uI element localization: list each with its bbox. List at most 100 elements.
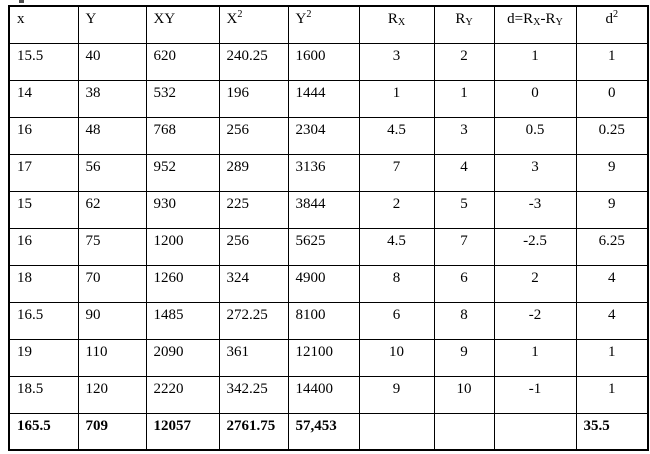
totals-cell — [493, 412, 577, 451]
table-cell: 2090 — [145, 338, 220, 377]
table-cell: 1444 — [287, 79, 360, 118]
totals-cell — [358, 412, 435, 451]
table-cell: 10 — [433, 375, 495, 414]
table-cell: 1 — [575, 338, 649, 377]
table-cell: 16.5 — [8, 301, 79, 340]
table-cell: 120 — [77, 375, 147, 414]
table-cell: 16 — [8, 227, 79, 266]
table-row: 18.5 120 2220 342.25 14400 9 10 -1 1 — [8, 375, 649, 414]
column-header: RX — [358, 5, 435, 44]
table-cell: 1485 — [145, 301, 220, 340]
table-cell: 4 — [433, 153, 495, 192]
table-cell: 0.25 — [575, 116, 649, 155]
table-cell: 532 — [145, 79, 220, 118]
table-row: 16.5 90 1485 272.25 8100 6 8 -2 4 — [8, 301, 649, 340]
table-cell: 620 — [145, 42, 220, 81]
table-row: 19 110 2090 361 12100 10 9 1 1 — [8, 338, 649, 377]
table-cell: 2 — [358, 190, 435, 229]
table-cell: 15.5 — [8, 42, 79, 81]
table-cell: 5625 — [287, 227, 360, 266]
table-row: 18 70 1260 324 4900 8 6 2 4 — [8, 264, 649, 303]
totals-cell — [433, 412, 495, 451]
table-cell: 2 — [433, 42, 495, 81]
table-row: 16 75 1200 256 5625 4.5 7 -2.5 6.25 — [8, 227, 649, 266]
table-cell: 38 — [77, 79, 147, 118]
table-cell: 930 — [145, 190, 220, 229]
table-cell: 1 — [575, 42, 649, 81]
table-body: 15.5 40 620 240.25 1600 3 2 1 1 14 38 532 196 1444 1 1 0… — [8, 42, 649, 451]
table-cell: 10 — [358, 338, 435, 377]
table-cell: 4 — [575, 264, 649, 303]
table-cell: 110 — [77, 338, 147, 377]
table-cell: 272.25 — [218, 301, 289, 340]
table-cell: 75 — [77, 227, 147, 266]
table-cell: 9 — [575, 153, 649, 192]
table-cell: 324 — [218, 264, 289, 303]
table-header-row: x Y XY X2 Y2 RX RY d=RX-RY d2 — [8, 5, 649, 44]
table-cell: 0.5 — [493, 116, 577, 155]
table-cell: 90 — [77, 301, 147, 340]
column-header: x — [8, 5, 79, 44]
table-cell: 0 — [575, 79, 649, 118]
totals-cell: 35.5 — [575, 412, 649, 451]
table-row: 15 62 930 225 3844 2 5 -3 9 — [8, 190, 649, 229]
totals-row: 165.5 709 12057 2761.75 57,453 35.5 — [8, 412, 649, 451]
table-cell: 8 — [433, 301, 495, 340]
table-cell: 62 — [77, 190, 147, 229]
table-cell: 15 — [8, 190, 79, 229]
table-cell: 4.5 — [358, 116, 435, 155]
rank-correlation-table: x Y XY X2 Y2 RX RY d=RX-RY d2 15.5 40 620 240.25 160… — [8, 5, 649, 451]
table-cell: 240.25 — [218, 42, 289, 81]
table-cell: 17 — [8, 153, 79, 192]
table-cell: 6.25 — [575, 227, 649, 266]
table-row: 14 38 532 196 1444 1 1 0 0 — [8, 79, 649, 118]
table-cell: 1 — [493, 338, 577, 377]
table-cell: 14 — [8, 79, 79, 118]
table-cell: 3 — [433, 116, 495, 155]
table-cell: 6 — [433, 264, 495, 303]
table-cell: 18 — [8, 264, 79, 303]
table-cell: 1260 — [145, 264, 220, 303]
table-row: 15.5 40 620 240.25 1600 3 2 1 1 — [8, 42, 649, 81]
totals-cell: 12057 — [145, 412, 220, 451]
table-cell: 9 — [358, 375, 435, 414]
table-cell: 768 — [145, 116, 220, 155]
table-cell: 1 — [575, 375, 649, 414]
table-cell: 2 — [493, 264, 577, 303]
table-cell: 5 — [433, 190, 495, 229]
table-cell: 342.25 — [218, 375, 289, 414]
column-header: d=RX-RY — [493, 5, 577, 44]
table-cell: 7 — [433, 227, 495, 266]
table-cell: -2 — [493, 301, 577, 340]
table-cell: 3844 — [287, 190, 360, 229]
table-cell: 48 — [77, 116, 147, 155]
column-header: d2 — [575, 5, 649, 44]
table-cell: 40 — [77, 42, 147, 81]
header-row: x Y XY X2 Y2 RX RY d=RX-RY d2 — [8, 5, 649, 44]
table-cell: -3 — [493, 190, 577, 229]
table-cell: 8100 — [287, 301, 360, 340]
totals-cell: 57,453 — [287, 412, 360, 451]
table-cell: 6 — [358, 301, 435, 340]
table-cell: 18.5 — [8, 375, 79, 414]
table-cell: 4900 — [287, 264, 360, 303]
table-cell: 1600 — [287, 42, 360, 81]
table-row: 17 56 952 289 3136 7 4 3 9 — [8, 153, 649, 192]
table-cell: 4 — [575, 301, 649, 340]
table-cell: 2220 — [145, 375, 220, 414]
table-cell: 4.5 — [358, 227, 435, 266]
table-cell: 1 — [493, 42, 577, 81]
table-cell: 1 — [433, 79, 495, 118]
column-header: RY — [433, 5, 495, 44]
table-cell: 3 — [358, 42, 435, 81]
table-cell: 361 — [218, 338, 289, 377]
table-cell: 225 — [218, 190, 289, 229]
table-cell: 12100 — [287, 338, 360, 377]
table-cell: -2.5 — [493, 227, 577, 266]
table-cell: 9 — [433, 338, 495, 377]
table-cell: 19 — [8, 338, 79, 377]
table-cell: 952 — [145, 153, 220, 192]
column-header: XY — [145, 5, 220, 44]
table-cell: 3136 — [287, 153, 360, 192]
